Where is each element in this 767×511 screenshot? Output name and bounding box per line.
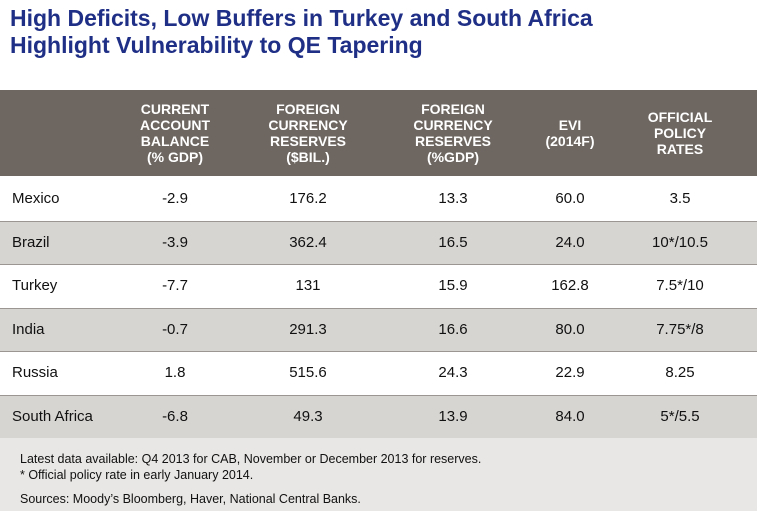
table-cell: 7.75*/8 xyxy=(656,320,704,338)
note-latest-data: Latest data available: Q4 2013 for CAB, … xyxy=(20,452,482,466)
row-country: India xyxy=(12,320,45,338)
table-header-row: CURRENT ACCOUNT BALANCE (% GDP) FOREIGN CURRE… xyxy=(0,90,757,176)
header-line: ACCOUNT xyxy=(140,117,210,133)
row-divider xyxy=(0,394,757,396)
note-sources: Sources: Moody’s Bloomberg, Haver, Natio… xyxy=(20,492,361,506)
table-cell: 13.9 xyxy=(438,407,468,425)
table-cell: 24.0 xyxy=(555,233,585,251)
table-row: India -0.7 291.3 16.6 80.0 7.75*/8 xyxy=(0,307,757,351)
table-row: Mexico -2.9 176.2 13.3 60.0 3.5 xyxy=(0,177,757,220)
table-cell: 16.5 xyxy=(438,233,468,251)
table-row: South Africa -6.8 49.3 13.9 84.0 5*/5.5 xyxy=(0,394,757,438)
note-footnote: * Official policy rate in early January … xyxy=(20,468,254,482)
table-cell: 49.3 xyxy=(293,407,323,425)
header-policy-rates: OFFICIAL POLICY RATES xyxy=(615,90,745,176)
header-line: RESERVES xyxy=(270,133,346,149)
row-divider xyxy=(0,351,757,352)
page-title: High Deficits, Low Buffers in Turkey and… xyxy=(10,5,760,59)
header-reserves-gdp: FOREIGN CURRENCY RESERVES (%GDP) xyxy=(383,90,523,176)
header-reserves-bil: FOREIGN CURRENCY RESERVES ($BIL.) xyxy=(238,90,378,176)
row-divider xyxy=(0,307,757,309)
notes-panel: Latest data available: Q4 2013 for CAB, … xyxy=(0,438,757,511)
table-cell: 162.8 xyxy=(551,277,589,294)
header-line: OFFICIAL xyxy=(647,109,713,125)
header-line: BALANCE xyxy=(140,133,210,149)
header-line: CURRENCY xyxy=(413,117,493,133)
table-cell: -6.8 xyxy=(162,407,188,425)
table-cell: 80.0 xyxy=(555,320,585,338)
table-cell: -7.7 xyxy=(162,277,188,294)
table-cell: 15.9 xyxy=(438,277,468,294)
data-table: CURRENT ACCOUNT BALANCE (% GDP) FOREIGN CURRE… xyxy=(0,90,757,438)
header-current-account: CURRENT ACCOUNT BALANCE (% GDP) xyxy=(115,90,235,176)
table-cell: 5*/5.5 xyxy=(660,407,700,425)
header-line: RESERVES xyxy=(415,133,491,149)
row-divider xyxy=(0,220,757,222)
table-cell: -0.7 xyxy=(162,320,188,338)
table-cell: 515.6 xyxy=(289,364,327,381)
table-cell: 3.5 xyxy=(669,190,691,207)
header-line: CURRENT xyxy=(140,101,210,117)
row-country: Russia xyxy=(12,364,58,381)
table-cell: 13.3 xyxy=(438,190,468,207)
table-cell: 22.9 xyxy=(555,364,585,381)
row-country: Mexico xyxy=(12,190,60,207)
header-line: FOREIGN xyxy=(276,101,340,117)
header-line: (2014F) xyxy=(545,133,595,149)
table-cell: 131 xyxy=(295,277,321,294)
header-line: RATES xyxy=(656,141,704,157)
table-cell: 60.0 xyxy=(555,190,585,207)
table-cell: 1.8 xyxy=(164,364,186,381)
row-divider xyxy=(0,264,757,265)
row-country: South Africa xyxy=(12,407,93,425)
header-evi: EVI (2014F) xyxy=(520,90,620,176)
header-line: EVI xyxy=(558,117,582,133)
table-cell: 84.0 xyxy=(555,407,585,425)
table-cell: 291.3 xyxy=(289,320,327,338)
table-cell: 10*/10.5 xyxy=(652,233,708,251)
table-cell: 24.3 xyxy=(438,364,468,381)
header-line: (%GDP) xyxy=(426,149,480,165)
title-line-2: Highlight Vulnerability to QE Tapering xyxy=(10,32,423,58)
table-cell: 8.25 xyxy=(665,364,695,381)
header-line: FOREIGN xyxy=(421,101,485,117)
header-line: CURRENCY xyxy=(268,117,348,133)
table-cell: 362.4 xyxy=(289,233,327,251)
header-line: POLICY xyxy=(653,125,707,141)
table-cell: 176.2 xyxy=(289,190,327,207)
table-cell: 7.5*/10 xyxy=(656,277,704,294)
table-row: Russia 1.8 515.6 24.3 22.9 8.25 xyxy=(0,351,757,394)
header-line: (% GDP) xyxy=(147,149,203,165)
row-country: Brazil xyxy=(12,233,50,251)
title-line-1: High Deficits, Low Buffers in Turkey and… xyxy=(10,5,593,31)
table-cell: -2.9 xyxy=(162,190,188,207)
table-cell: -3.9 xyxy=(162,233,188,251)
table-row: Turkey -7.7 131 15.9 162.8 7.5*/10 xyxy=(0,264,757,307)
header-line: ($BIL.) xyxy=(286,149,330,165)
row-country: Turkey xyxy=(12,277,58,294)
table-row: Brazil -3.9 362.4 16.5 24.0 10*/10.5 xyxy=(0,220,757,264)
table-cell: 16.6 xyxy=(438,320,468,338)
